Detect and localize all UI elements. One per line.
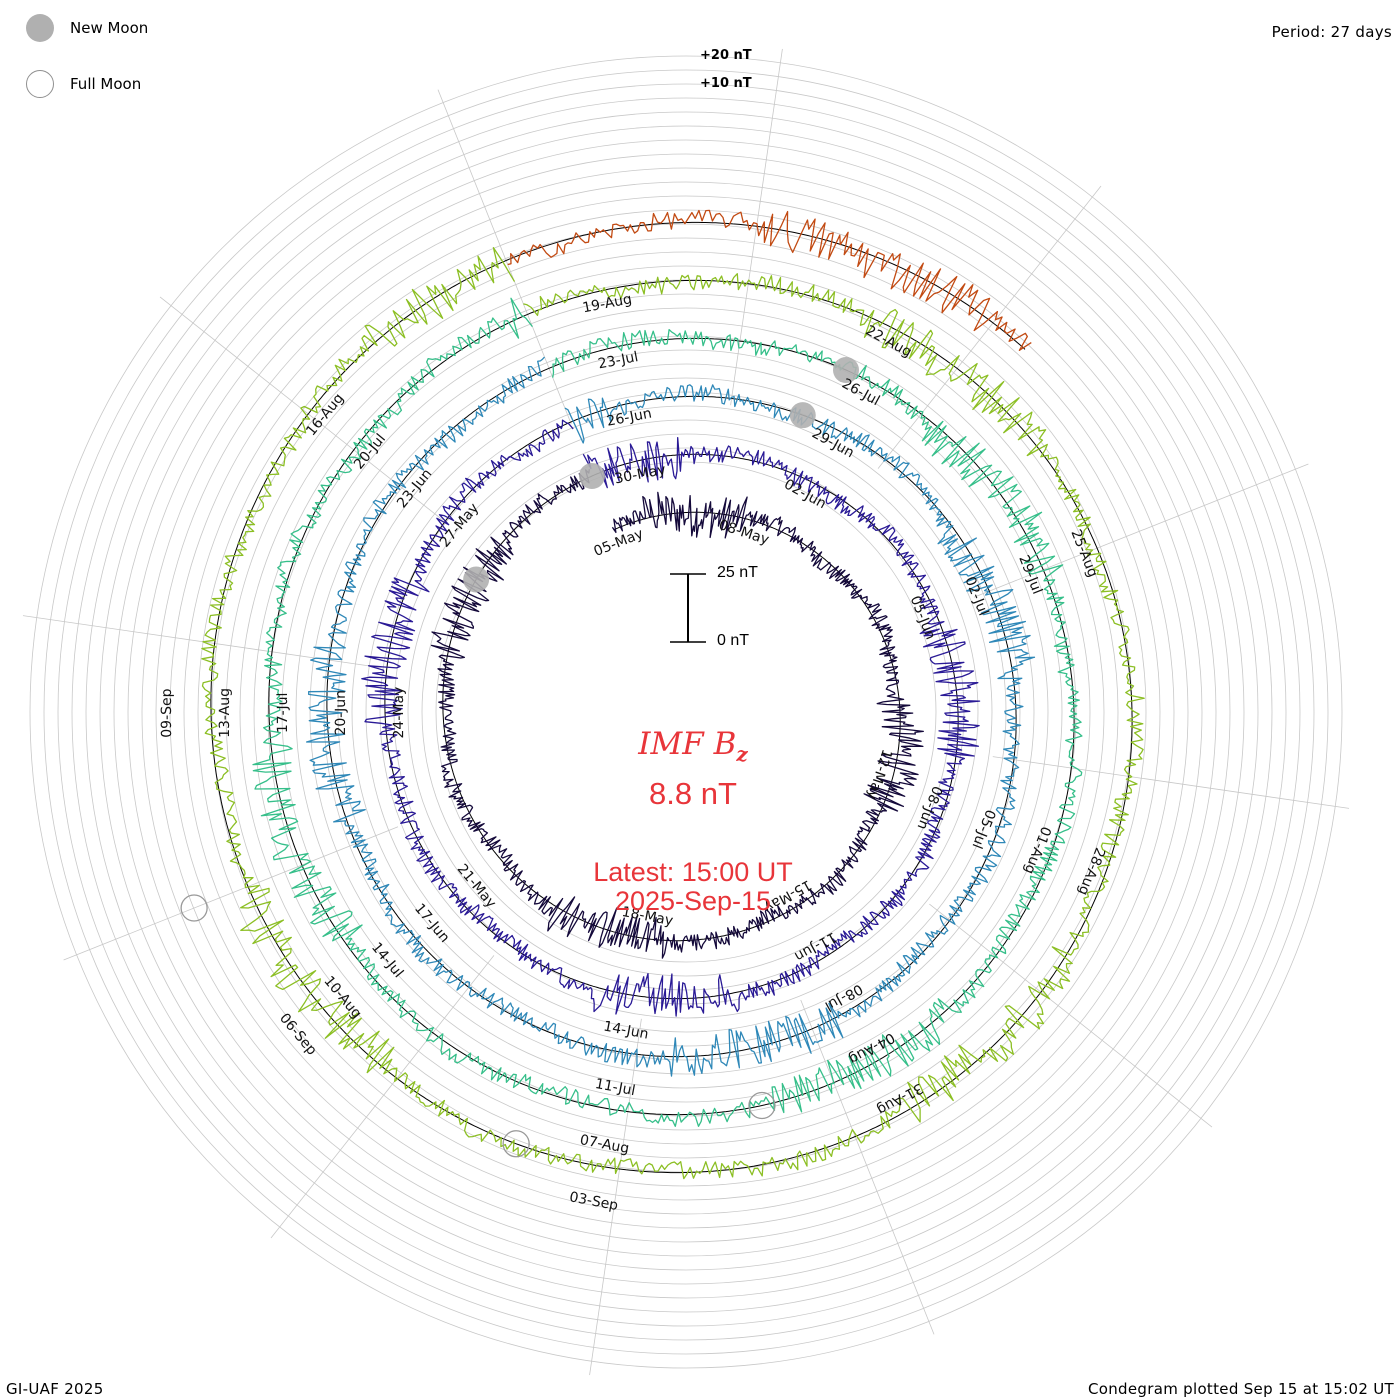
date-tick-label: 02-Jun — [781, 476, 829, 512]
latest-date-line: 2025-Sep-15 — [614, 886, 772, 916]
grid-spoke — [877, 185, 1102, 469]
series-ring-0 — [430, 469, 924, 959]
plotted-label: Condegram plotted Sep 15 at 15:02 UT — [1088, 1380, 1394, 1398]
grid-ring — [309, 335, 1063, 1089]
date-tick-label: 14-Jul — [368, 940, 406, 981]
grid-ring — [337, 363, 1035, 1061]
full-moon-marker — [748, 1091, 776, 1120]
date-tick-label: 03-Sep — [568, 1189, 619, 1214]
chart-title-sub: z — [736, 742, 748, 767]
new-moon-marker — [789, 402, 816, 429]
date-tick-label: 11-Jul — [594, 1076, 637, 1099]
date-tick-label: 14-Jun — [602, 1019, 650, 1043]
grid-ring — [57, 83, 1315, 1341]
date-tick-label: 10-Aug — [320, 973, 364, 1022]
grid-ring — [127, 153, 1245, 1271]
date-tick-label: 23-Jul — [597, 349, 640, 372]
baseline-ring-2 — [326, 367, 1017, 1058]
ring-grid — [22, 48, 1350, 1376]
grid-spoke — [589, 1018, 642, 1376]
grid-ring — [169, 195, 1203, 1229]
grid-spoke — [929, 903, 1213, 1128]
scale-bottom-label: 0 nT — [717, 632, 750, 649]
baseline-ring-5 — [505, 221, 1026, 350]
scale-top-label: 25 nT — [717, 564, 758, 581]
date-tick-label: 11-Jun — [792, 928, 840, 964]
date-tick-label: 07-Aug — [578, 1132, 630, 1157]
grid-ring — [295, 321, 1077, 1103]
full-moon-marker — [502, 1130, 530, 1158]
series-ring-5 — [507, 209, 1032, 351]
grid-ring — [351, 377, 1021, 1047]
grid-spoke — [270, 955, 495, 1239]
grid-spoke — [992, 756, 1350, 809]
date-tick-label: 24-May — [391, 687, 407, 739]
credit-label: GI-UAF 2025 — [6, 1380, 104, 1398]
grid-ring — [29, 55, 1343, 1369]
date-tick-label: 06-Sep — [276, 1010, 320, 1058]
baseline-ring-1 — [384, 421, 959, 1000]
legend-new-moon: New Moon — [26, 14, 148, 42]
date-tick-label: 26-Jun — [605, 406, 653, 430]
series-ring-4 — [201, 246, 1145, 1180]
full-moon-marker — [180, 894, 208, 922]
grid-ring — [267, 293, 1105, 1131]
latest-time: Latest: 15:00 UT 2025-Sep-15 — [0, 858, 1386, 916]
grid-ring — [99, 125, 1273, 1299]
new-moon-marker — [832, 357, 859, 384]
chart-title: IMF Bz — [0, 726, 1386, 766]
scale-bar — [670, 573, 706, 643]
bz-series — [201, 209, 1145, 1180]
grid-ring — [71, 97, 1301, 1327]
full-moon-icon — [26, 70, 54, 98]
date-tick-label: 05-Jul — [968, 807, 998, 851]
current-value: 8.8 nT — [649, 776, 737, 811]
grid-ring — [141, 167, 1231, 1257]
date-tick-label: 09-Sep — [159, 688, 175, 737]
grid-ring — [183, 209, 1189, 1215]
date-tick-label: 13-Aug — [217, 688, 233, 738]
grid-spoke — [63, 826, 399, 961]
grid-ring — [323, 349, 1049, 1075]
grid-ring — [43, 69, 1329, 1355]
latest-time-line: Latest: 15:00 UT — [593, 857, 793, 887]
date-tick-label: 17-Jul — [275, 693, 291, 734]
grid-ring — [197, 223, 1175, 1201]
legend-new-moon-label: New Moon — [70, 19, 149, 37]
ring-scale-inner-label: +10 nT — [700, 76, 752, 91]
grid-ring — [113, 139, 1259, 1285]
legend-full-moon: Full Moon — [26, 70, 141, 98]
series-ring-2 — [305, 356, 1036, 1077]
baseline-ring-4 — [210, 260, 1133, 1174]
period-label: Period: 27 days — [1271, 23, 1392, 41]
new-moon-marker — [578, 463, 605, 490]
legend-full-moon-label: Full Moon — [70, 75, 142, 93]
date-tick-label: 08-Jul — [822, 980, 865, 1014]
chart-title-main: IMF B — [638, 726, 737, 762]
new-moon-marker — [463, 566, 490, 593]
new-moon-icon — [26, 14, 54, 42]
grid-ring — [379, 405, 993, 1019]
grid-ring — [421, 447, 951, 977]
grid-spoke — [800, 999, 935, 1335]
grid-ring — [155, 181, 1217, 1243]
grid-ring — [281, 307, 1091, 1117]
grid-ring — [211, 237, 1161, 1187]
series-ring-3 — [252, 297, 1083, 1127]
date-tick-label: 26-Jul — [839, 376, 882, 410]
grid-ring — [85, 111, 1287, 1313]
grid-ring — [253, 279, 1119, 1145]
date-tick-label: 31-Aug — [874, 1080, 925, 1118]
grid-ring — [393, 419, 979, 1005]
date-tick-label: 20-Jun — [333, 690, 349, 736]
date-tick-label: 22-Aug — [863, 323, 914, 361]
date-tick-label: 05-May — [592, 526, 646, 560]
series-ring-1 — [361, 419, 981, 1017]
grid-spoke — [973, 463, 1309, 598]
ring-scale-outer-label: +20 nT — [700, 48, 752, 63]
moon-markers — [180, 357, 859, 1158]
grid-ring — [435, 461, 937, 963]
